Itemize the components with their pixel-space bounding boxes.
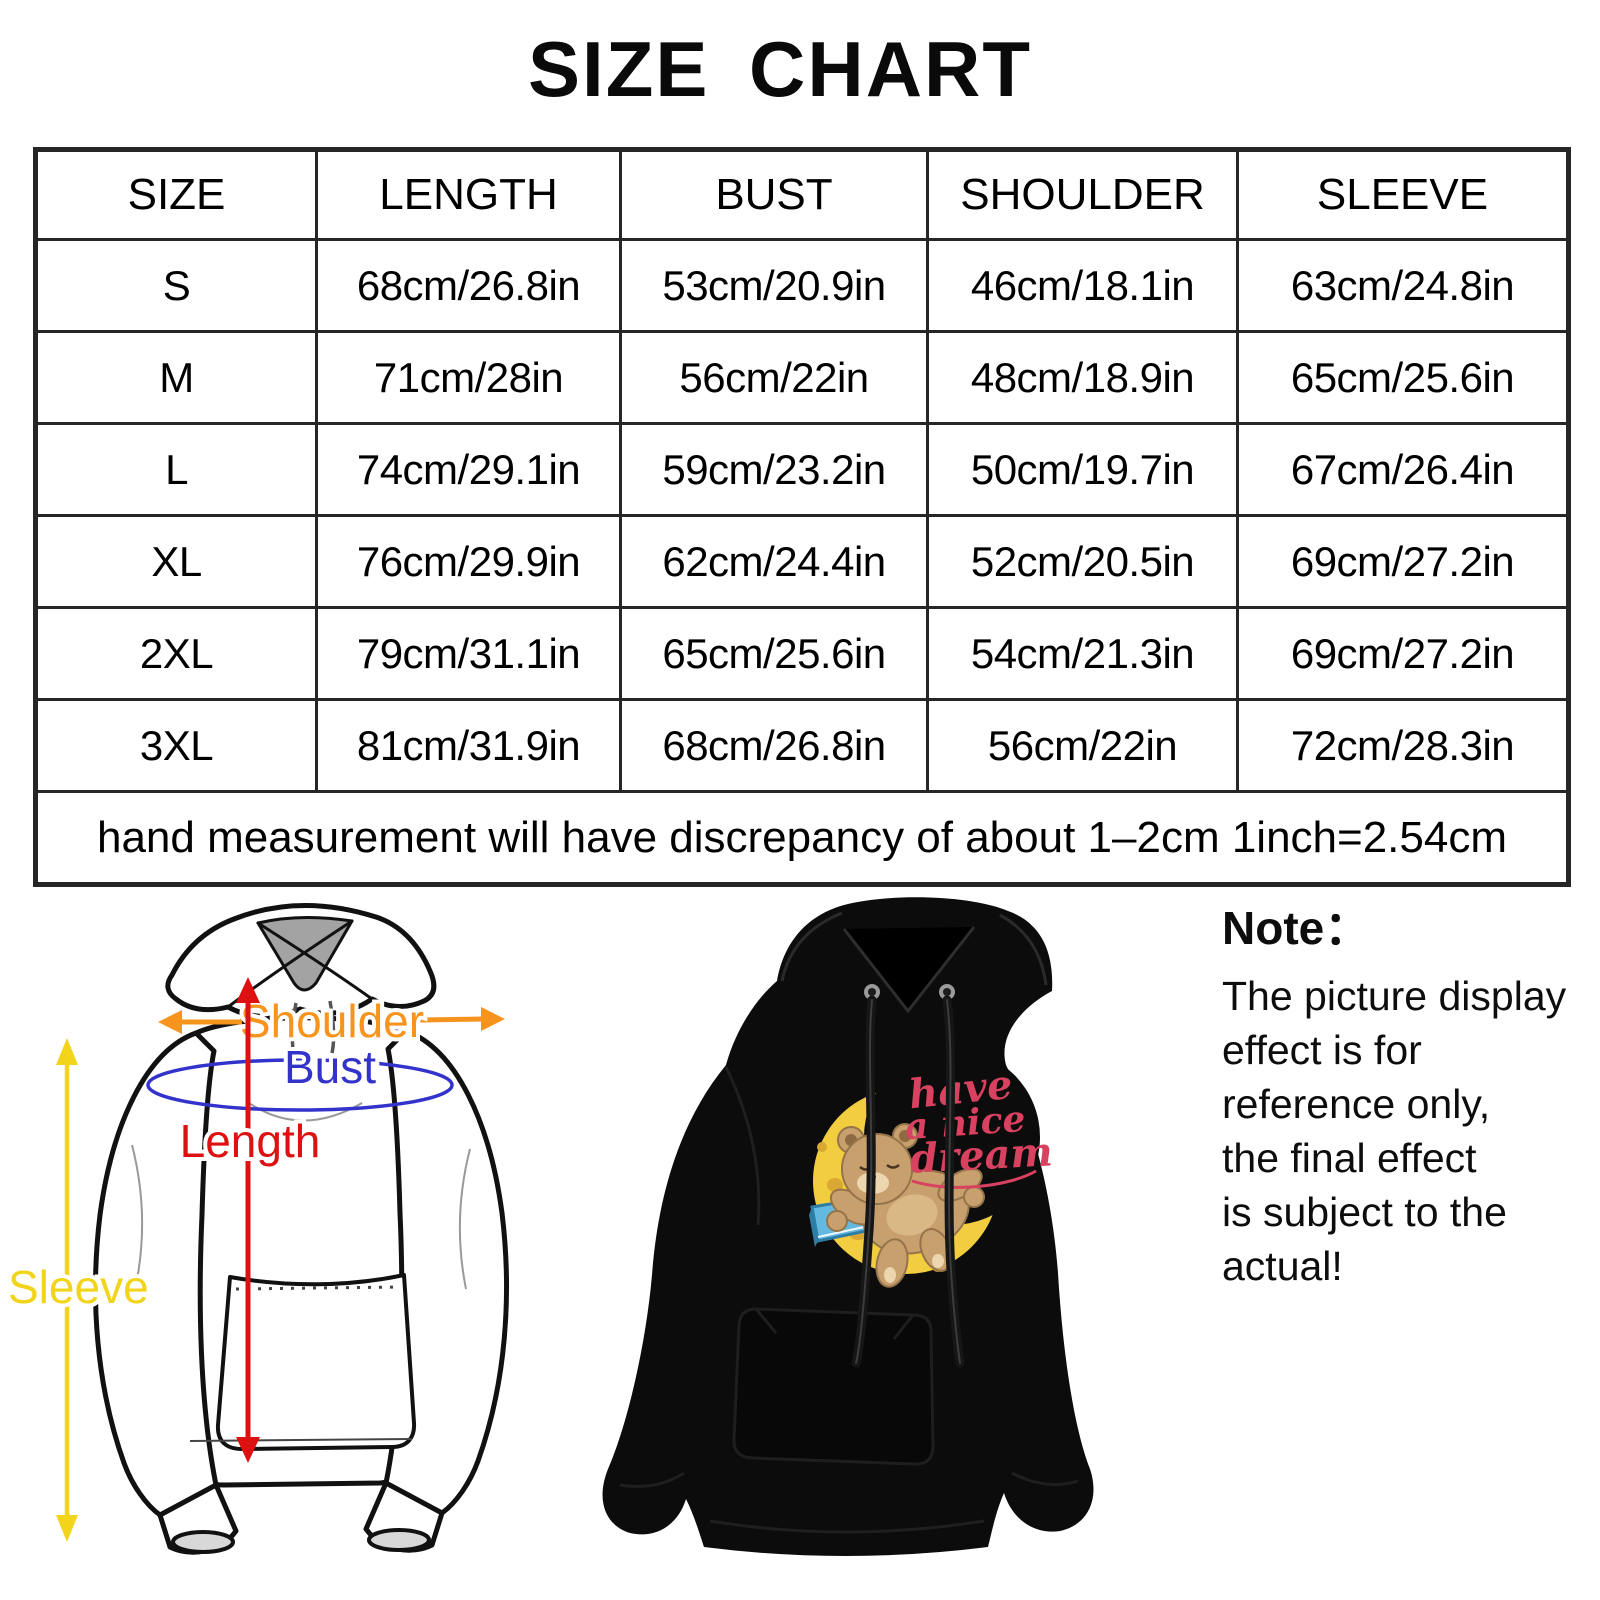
arrow-right-icon (481, 1007, 505, 1031)
bust-annotation: Bust (146, 1037, 454, 1112)
sleeve-cell: 69cm/27.2in (1236, 514, 1570, 609)
hood-inner (842, 926, 976, 1014)
grommet-icon (868, 988, 876, 996)
arrow-left-icon (158, 1010, 182, 1034)
product-photo-black-hoodie: have a nice dream (602, 897, 1094, 1556)
arrow-up-icon (236, 977, 260, 1003)
length-cell: 74cm/29.1in (315, 422, 622, 517)
size-cell: XL (34, 514, 318, 609)
hood-edge-highlight (999, 913, 1048, 986)
sleeve-cell: 72cm/28.3in (1236, 698, 1570, 793)
table-row-s: S 68cm/26.8in 53cm/20.9in 46cm/18.1in 63… (34, 238, 1570, 333)
measurement-footnote: hand measurement will have discrepancy o… (34, 790, 1570, 886)
bust-cell: 56cm/22in (619, 330, 929, 425)
length-annotation: Length (176, 977, 324, 1463)
arrow-down-icon (56, 1515, 78, 1542)
drawstring (328, 1000, 336, 1054)
shoulder-cell: 46cm/18.1in (926, 238, 1239, 333)
size-cell: M (34, 330, 318, 425)
wrinkle-line (458, 1148, 471, 1290)
right-cuff-opening (367, 1528, 431, 1552)
shoulder-label: Shoulder (240, 995, 424, 1047)
cuff-seam (619, 1471, 685, 1488)
bust-cell: 62cm/24.4in (619, 514, 929, 609)
measurement-diagram: Shoulder Bust Length Sleeve (4, 902, 510, 1555)
arrow-down-icon (236, 1437, 260, 1463)
shoulder-cell: 52cm/20.5in (926, 514, 1239, 609)
footnote-row: hand measurement will have discrepancy o… (34, 790, 1570, 886)
bust-cell: 68cm/26.8in (619, 698, 929, 793)
sleeve-seam (724, 1066, 761, 1226)
length-cell: 68cm/26.8in (315, 238, 622, 333)
shoulder-annotation: Shoulder (158, 991, 505, 1051)
column-header-shoulder: SHOULDER (926, 148, 1239, 241)
collar-fold (256, 921, 374, 1001)
size-cell: 2XL (34, 606, 318, 701)
table-row-3xl: 3XL 81cm/31.9in 68cm/26.8in 56cm/22in 72… (34, 698, 1570, 793)
note-line: The picture display (1222, 972, 1567, 1019)
column-header-length: LENGTH (315, 148, 622, 241)
slogan-line-2: a nice (904, 1098, 1027, 1148)
table-row-l: L 74cm/29.1in 59cm/23.2in 50cm/19.7in 67… (34, 422, 1570, 517)
note-line: reference only, (1222, 1080, 1491, 1127)
left-cuff-opening (171, 1530, 235, 1554)
shoulder-cell: 56cm/22in (926, 698, 1239, 793)
slogan-swash (911, 1169, 1037, 1189)
column-header-size: SIZE (34, 148, 318, 241)
hem-seam (189, 1438, 413, 1442)
size-table: SIZE LENGTH BUST SHOULDER SLEEVE S 68cm/… (33, 147, 1571, 887)
header-row: SIZE LENGTH BUST SHOULDER SLEEVE (34, 148, 1570, 241)
bust-cell: 65cm/25.6in (619, 606, 929, 701)
shoulder-cell: 50cm/19.7in (926, 422, 1239, 517)
note-line: actual! (1222, 1242, 1343, 1289)
length-cell: 71cm/28in (315, 330, 622, 425)
sleeve-cell: 67cm/26.4in (1236, 422, 1570, 517)
arrow-up-icon (56, 1038, 78, 1065)
note-block: Note： The picture display effect is for … (1222, 902, 1600, 1293)
hem-seam (709, 1519, 985, 1534)
sleeve-cell: 63cm/24.8in (1236, 238, 1570, 333)
note-title: Note： (1222, 902, 1371, 954)
size-cell: L (34, 422, 318, 517)
hood-edge-highlight (780, 911, 843, 982)
kangaroo-pocket (215, 1273, 417, 1451)
length-cell: 81cm/31.9in (315, 698, 622, 793)
size-cell: S (34, 238, 318, 333)
length-label: Length (180, 1115, 321, 1167)
shoulder-cell: 48cm/18.9in (926, 330, 1239, 425)
length-cell: 76cm/29.9in (315, 514, 622, 609)
sleeve-cell: 65cm/25.6in (1236, 330, 1570, 425)
kangaroo-pocket (732, 1307, 935, 1466)
note-line: is subject to the (1222, 1188, 1507, 1235)
note-line: the final effect (1222, 1134, 1477, 1181)
shoulder-cell: 54cm/21.3in (926, 606, 1239, 701)
bust-cell: 53cm/20.9in (619, 238, 929, 333)
page-title: SIZE CHART (528, 25, 1032, 113)
sleeve-label: Sleeve (8, 1261, 149, 1313)
length-cell: 79cm/31.1in (315, 606, 622, 701)
size-cell: 3XL (34, 698, 318, 793)
pocket-corner-seam (892, 1314, 915, 1340)
bust-cell: 59cm/23.2in (619, 422, 929, 517)
column-header-sleeve: SLEEVE (1236, 148, 1570, 241)
pocket-corner-seam (754, 1308, 778, 1334)
slogan-line-1: have (907, 1061, 1015, 1119)
sleeve-annotation: Sleeve (4, 1038, 153, 1542)
column-header-bust: BUST (619, 148, 929, 241)
grommet-icon (943, 988, 951, 996)
note-line: effect is for (1222, 1026, 1422, 1073)
table-row-m: M 71cm/28in 56cm/22in 48cm/18.9in 65cm/2… (34, 330, 1570, 425)
wrinkle-line (131, 1144, 144, 1286)
drawstring (946, 999, 961, 1364)
bust-label: Bust (284, 1041, 376, 1093)
drawstring (855, 999, 873, 1364)
drawstring (290, 1002, 298, 1058)
table-row-2xl: 2XL 79cm/31.1in 65cm/25.6in 54cm/21.3in … (34, 606, 1570, 701)
table-row-xl: XL 76cm/29.9in 62cm/24.4in 52cm/20.5in 6… (34, 514, 1570, 609)
cuff-seam (1011, 1471, 1079, 1487)
sleeve-cell: 69cm/27.2in (1236, 606, 1570, 701)
